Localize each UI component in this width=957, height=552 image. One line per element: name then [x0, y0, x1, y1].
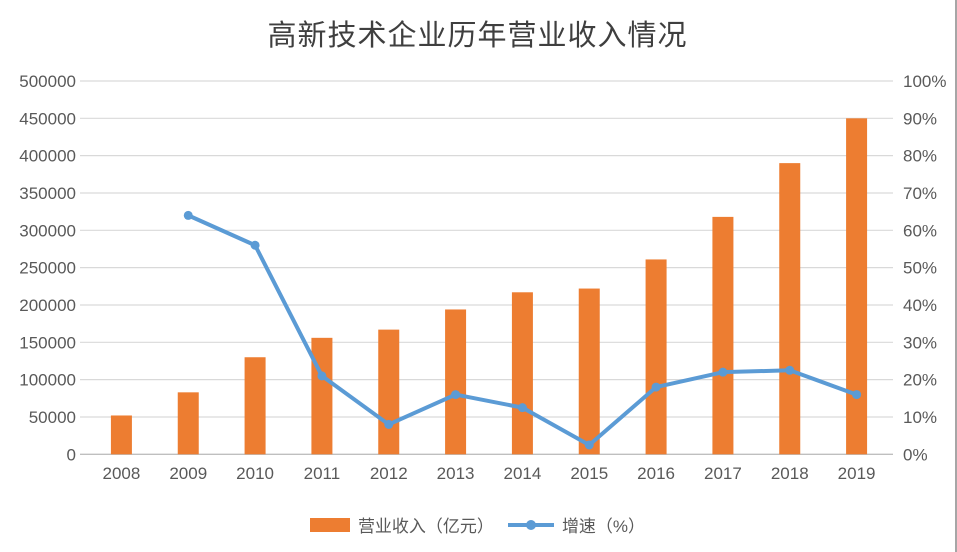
bar-2012 — [378, 329, 400, 455]
chart-legend: 营业收入（亿元） 增速（%） — [0, 512, 955, 537]
left-axis-tick-label: 0 — [67, 445, 76, 464]
bar-2009 — [177, 392, 199, 455]
x-axis-label-2016: 2016 — [637, 464, 675, 483]
line-series-swatch-icon — [507, 519, 554, 530]
bar-series-swatch-icon — [309, 517, 350, 532]
right-axis-tick-label: 80% — [903, 147, 937, 166]
line-marker-2009 — [183, 210, 193, 220]
bar-2017 — [712, 216, 734, 455]
legend-item-growth: 增速（%） — [507, 512, 646, 537]
line-marker-2012 — [384, 419, 394, 429]
x-axis-label-2011: 2011 — [304, 464, 341, 483]
left-axis-tick-label: 300000 — [19, 221, 76, 240]
bar-2018 — [779, 163, 801, 455]
x-axis-label-2019: 2019 — [838, 464, 876, 483]
bar-2019 — [846, 118, 868, 455]
right-axis-tick-label: 0% — [903, 445, 928, 464]
left-axis-tick-label: 200000 — [19, 296, 76, 315]
line-marker-2018 — [785, 365, 795, 375]
bar-2015 — [578, 288, 600, 455]
bar-2010 — [244, 357, 266, 455]
left-axis-tick-label: 250000 — [19, 259, 76, 278]
right-axis-tick-label: 90% — [903, 109, 937, 128]
left-axis-tick-label: 400000 — [19, 147, 76, 166]
x-axis-label-2013: 2013 — [437, 464, 475, 483]
x-axis-label-2014: 2014 — [504, 464, 542, 483]
bar-2008 — [110, 415, 132, 455]
right-axis-tick-label: 10% — [903, 408, 937, 427]
bar-2011 — [311, 337, 333, 455]
legend-label-growth: 增速（%） — [561, 517, 646, 536]
left-axis-tick-label: 500000 — [19, 72, 76, 91]
line-marker-2013 — [451, 390, 461, 400]
bar-2013 — [445, 309, 467, 455]
legend-label-revenue: 营业收入（亿元） — [357, 517, 494, 536]
right-axis-tick-label: 100% — [903, 72, 946, 91]
line-marker-2019 — [852, 390, 862, 400]
x-axis-label-2012: 2012 — [370, 464, 408, 483]
line-marker-2014 — [517, 403, 527, 413]
line-marker-2017 — [718, 367, 728, 377]
x-axis-label-2018: 2018 — [771, 464, 809, 483]
left-axis-tick-label: 350000 — [19, 184, 76, 203]
right-axis-tick-label: 70% — [903, 184, 937, 203]
bar-2014 — [511, 292, 533, 455]
left-axis-tick-label: 100000 — [19, 371, 76, 390]
legend-item-revenue: 营业收入（亿元） — [309, 512, 494, 537]
line-marker-2010 — [250, 240, 260, 250]
right-axis-tick-label: 50% — [903, 259, 937, 278]
right-axis-tick-label: 60% — [903, 221, 937, 240]
right-axis-tick-label: 20% — [903, 371, 937, 390]
bar-2016 — [645, 259, 667, 455]
x-axis-label-2010: 2010 — [236, 464, 274, 483]
left-axis-tick-label: 50000 — [29, 408, 76, 427]
line-marker-2011 — [317, 371, 327, 381]
left-axis-tick-label: 450000 — [19, 109, 76, 128]
x-axis-label-2008: 2008 — [103, 464, 141, 483]
x-axis-label-2017: 2017 — [704, 464, 742, 483]
x-axis-label-2015: 2015 — [570, 464, 608, 483]
right-axis-tick-label: 30% — [903, 333, 937, 352]
left-axis-tick-label: 150000 — [19, 333, 76, 352]
line-marker-2016 — [651, 382, 661, 392]
x-axis-label-2009: 2009 — [169, 464, 207, 483]
chart-title: 高新技术企业历年营业收入情况 — [267, 18, 688, 52]
line-marker-2015 — [584, 440, 594, 450]
right-axis-tick-label: 40% — [903, 296, 937, 315]
